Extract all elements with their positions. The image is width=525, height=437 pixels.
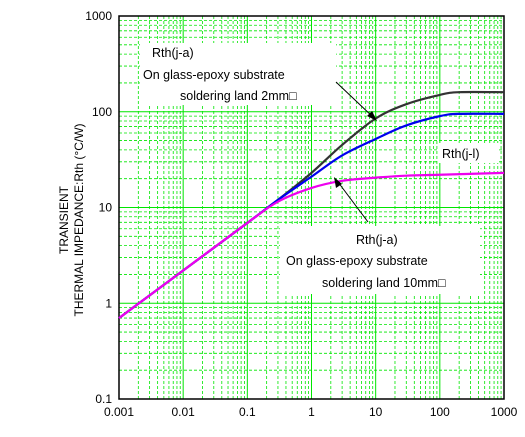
x-tick-label: 1000 <box>491 405 518 419</box>
series-layer <box>118 90 505 319</box>
annotation-2mm-box <box>140 43 336 105</box>
plot-frame <box>118 15 505 400</box>
x-tick-label: 0.001 <box>104 405 134 419</box>
tick-layer: 0.001 0.01 0.1 1 10 100 1000 1000 100 10 1 0.1 <box>85 9 517 419</box>
x-tick-label: 1 <box>308 405 315 419</box>
annotation-10mm-arrow <box>337 181 369 223</box>
y-tick-label: 100 <box>92 105 112 119</box>
annotation-10mm-arrowhead <box>334 177 342 188</box>
x-tick-label: 0.01 <box>171 405 195 419</box>
x-tick-label: 0.1 <box>239 405 256 419</box>
annotation-2mm-line2: On glass-epoxy substrate <box>143 68 285 82</box>
y-tick-label: 10 <box>99 201 113 215</box>
annotation-2mm-line3: soldering land 2mm□ <box>180 89 297 103</box>
y-tick-label: 0.1 <box>95 392 112 406</box>
annotation-2mm-arrowhead <box>367 111 377 121</box>
annotation-jl: Rth(j-l) <box>439 143 499 163</box>
x-tick-label: 10 <box>369 405 383 419</box>
x-tick-label: 100 <box>430 405 450 419</box>
annotation-10mm-line2: On glass-epoxy substrate <box>286 254 428 268</box>
annotation-2mm-arrow <box>335 81 375 119</box>
y-tick-label: 1 <box>105 296 112 310</box>
y-axis-title-line2: THERMAL IMPEDANCE:Rth (°C/W) <box>72 123 86 316</box>
annotation-2mm: Rth(j-a) On glass-epoxy substrate solder… <box>140 43 377 121</box>
annotation-jl-box <box>439 143 499 163</box>
annotation-10mm-line1: Rth(j-a) <box>356 233 398 247</box>
annotation-10mm: Rth(j-a) On glass-epoxy substrate solder… <box>280 177 480 294</box>
y-axis-title-line1: TRANSIENT <box>57 185 71 254</box>
series-rth-jl <box>118 171 505 319</box>
annotation-10mm-line3: soldering land 10mm□ <box>322 276 446 290</box>
annotation-10mm-box <box>280 226 480 294</box>
annotation-2mm-line1: Rth(j-a) <box>152 46 194 60</box>
annotation-jl-label: Rth(j-l) <box>442 147 480 161</box>
y-tick-label: 1000 <box>85 9 112 23</box>
